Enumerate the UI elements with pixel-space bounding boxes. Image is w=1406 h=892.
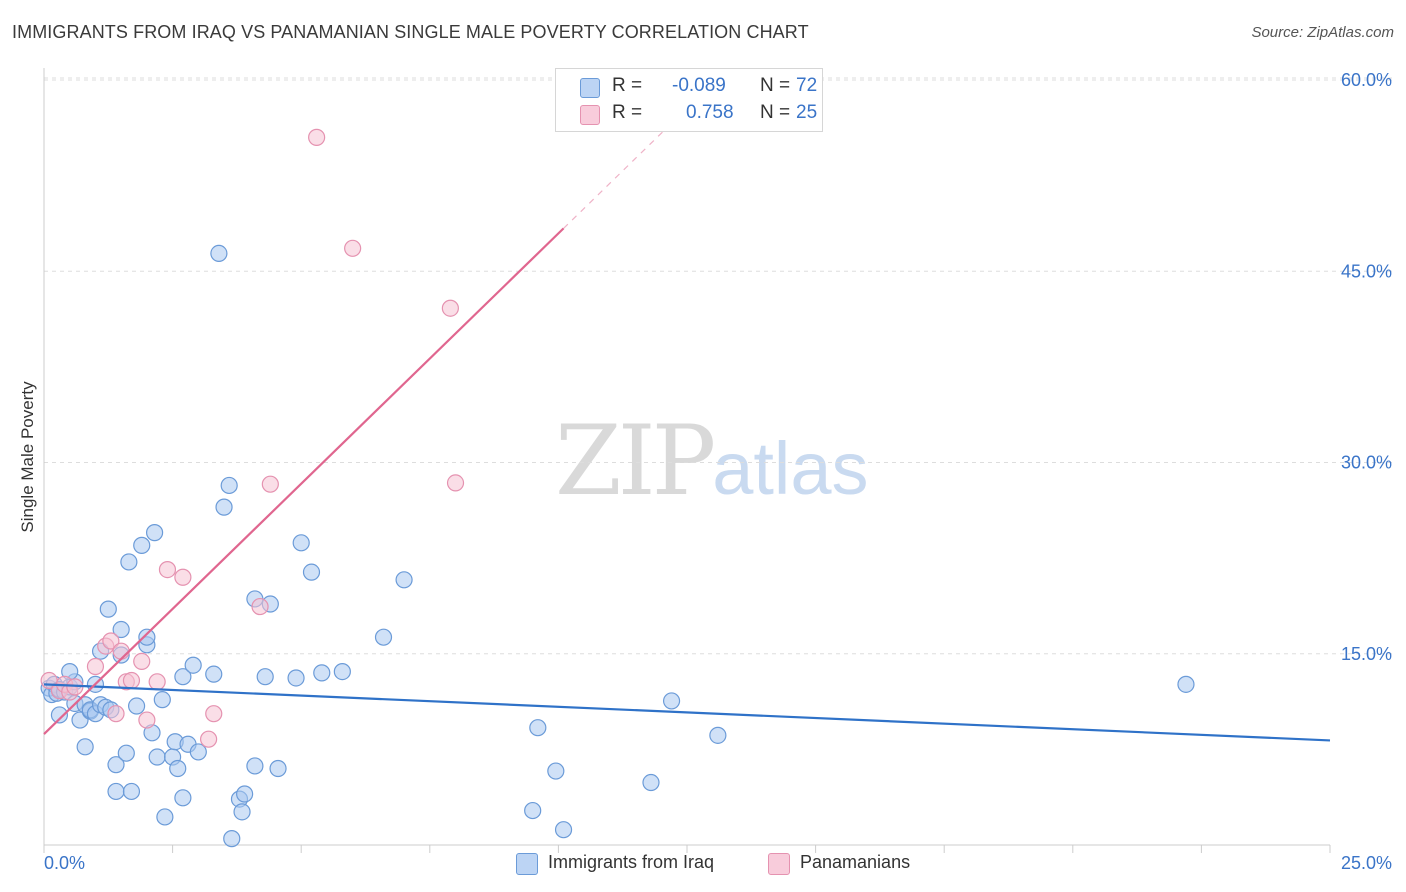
iraq-point — [153, 691, 171, 709]
iraq-point — [662, 692, 681, 710]
y-tick-label: 30.0% — [1341, 453, 1392, 473]
panamanian-point — [158, 560, 177, 579]
iraq-point — [233, 803, 251, 821]
iraq-point — [554, 821, 573, 839]
iraq-point — [205, 665, 223, 683]
stats-n-value: 25 — [796, 102, 818, 123]
watermark: ZIPatlas — [555, 405, 869, 517]
iraq-point — [524, 801, 542, 820]
iraq-point — [145, 524, 164, 542]
x-tick-label: 0.0% — [44, 853, 85, 873]
panamanian-point — [122, 671, 141, 690]
stats-r-value: 0.758 — [686, 102, 734, 123]
panamanian-point — [261, 475, 279, 493]
iraq-point — [529, 719, 547, 737]
iraq-point — [269, 759, 287, 778]
iraq-point — [127, 697, 146, 715]
panamanian-point — [148, 673, 166, 691]
iraq-point — [120, 553, 138, 571]
panamanian-trendline — [43, 227, 565, 735]
iraq-point — [138, 628, 156, 646]
iraq-point — [333, 662, 351, 681]
iraq-point — [1177, 675, 1195, 693]
panamanian-point — [344, 239, 362, 257]
iraq-point — [313, 664, 331, 682]
iraq-point — [76, 738, 94, 756]
iraq-point — [189, 743, 207, 761]
stats-r-label: R = — [612, 75, 643, 96]
panamanian-trendline-extension — [563, 117, 678, 229]
iraq-point — [374, 628, 393, 646]
iraq-point — [246, 757, 264, 775]
iraq-point — [122, 782, 141, 801]
y-tick-label: 15.0% — [1341, 644, 1392, 664]
panamanian-point — [205, 705, 223, 723]
stats-n-value: 72 — [796, 75, 818, 96]
iraq-point — [287, 669, 305, 687]
iraq-point — [174, 789, 192, 807]
iraq-point — [223, 830, 241, 848]
iraq-point — [236, 785, 254, 803]
panamanian-point — [200, 730, 218, 748]
y-tick-label: 45.0% — [1341, 261, 1392, 281]
panamanian-point — [251, 597, 269, 616]
iraq-point — [133, 536, 151, 554]
iraq-point — [547, 762, 565, 780]
stats-n-label: N = — [760, 102, 791, 123]
stats-r-value: -0.089 — [672, 75, 726, 96]
panamanian-point — [446, 474, 465, 492]
stats-swatch-panamanians — [580, 105, 600, 125]
iraq-point — [292, 534, 310, 552]
iraq-point — [302, 563, 321, 581]
panamanian-point — [308, 128, 326, 146]
iraq-point — [215, 498, 233, 516]
iraq-point — [112, 620, 130, 639]
iraq-point — [174, 668, 192, 686]
watermark-zip: ZIP — [555, 405, 716, 517]
iraq-point — [156, 808, 174, 826]
stats-swatch-iraq — [580, 78, 600, 98]
panamanian-point — [138, 711, 156, 729]
chart-title: IMMIGRANTS FROM IRAQ VS PANAMANIAN SINGL… — [12, 22, 809, 42]
iraq-trendline — [43, 683, 1331, 742]
iraq-point — [395, 571, 413, 589]
source-label: Source: ZipAtlas.com — [1251, 24, 1394, 41]
y-tick-label: 60.0% — [1341, 70, 1392, 90]
panamanian-point — [112, 642, 130, 660]
iraq-point — [50, 706, 69, 724]
watermark-atlas: atlas — [712, 427, 869, 510]
legend-label-iraq: Immigrants from Iraq — [548, 852, 715, 872]
iraq-point — [220, 476, 238, 495]
panamanian-point — [174, 568, 192, 586]
iraq-point — [169, 759, 187, 778]
stats-r-label: R = — [612, 102, 643, 123]
panamanian-point — [441, 299, 459, 317]
legend-swatch-panamanians — [768, 853, 790, 875]
panamanian-point — [107, 705, 125, 723]
panamanian-point — [133, 652, 151, 671]
iraq-point — [107, 756, 125, 774]
legend-label-panamanians: Panamanians — [800, 852, 911, 872]
iraq-point — [117, 744, 135, 762]
iraq-point — [148, 748, 166, 766]
iraq-point — [642, 773, 660, 792]
panamanian-point — [86, 657, 105, 676]
iraq-point — [709, 726, 727, 744]
stats-n-label: N = — [760, 75, 791, 96]
iraq-point — [210, 244, 228, 262]
iraq-point — [184, 656, 202, 674]
iraq-point — [107, 782, 125, 801]
iraq-point — [99, 600, 117, 618]
x-tick-label: 25.0% — [1341, 853, 1392, 873]
legend-swatch-iraq — [516, 853, 538, 875]
iraq-point — [256, 668, 274, 686]
stats-legend: R = -0.089 N = 72 R = 0.758 N = 25 — [555, 68, 823, 132]
panamanian-point — [102, 632, 120, 650]
